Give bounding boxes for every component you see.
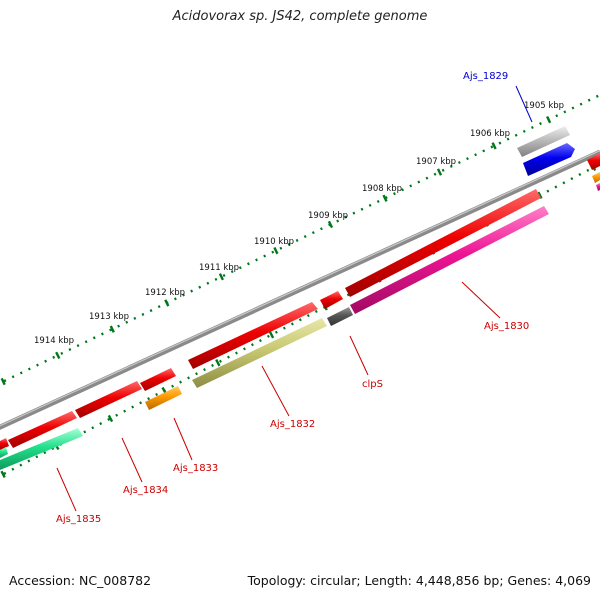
major-tick [546,115,552,124]
gene-ajs-1832[interactable] [192,318,327,388]
major-tick [268,331,275,339]
leader-clpS [349,335,369,376]
gene-red-long-2[interactable] [188,302,318,369]
gene-red-4[interactable] [8,411,77,448]
major-tick [109,325,115,333]
map-title: Acidovorax sp. JS42, complete genome [172,9,428,24]
major-tick [0,377,6,386]
leader-ajs-1830 [461,281,501,319]
gene-clpS[interactable] [327,307,353,326]
leader-ajs-1829 [515,85,533,123]
gene-ajs-1833[interactable] [145,386,182,410]
gene-red-3[interactable] [75,381,142,418]
tick-label: 1912 kbp [145,288,185,298]
major-tick [436,168,443,176]
tick-label: 1905 kbp [524,101,564,111]
major-tick [327,220,334,229]
tick-label: 1908 kbp [362,184,402,194]
gene-blue-ajs-1829[interactable] [523,143,575,176]
gene-label-ajs-1835[interactable]: Ajs_1835 [56,514,101,525]
topology-text: Topology: circular; Length: 4,448,856 bp… [247,573,591,588]
major-tick [215,359,221,367]
gene-edge-pink[interactable] [596,183,600,191]
gene-red-edge-left[interactable] [0,438,9,450]
accession-text: Accession: NC_008782 [9,573,152,588]
gene-label-clpS[interactable]: clpS [362,379,383,390]
tick-label: 1907 kbp [416,157,456,167]
gene-red-long-1[interactable] [345,189,541,297]
gene-label-ajs-1832[interactable]: Ajs_1832 [270,419,315,430]
tick-label: 1910 kbp [254,237,294,247]
major-tick [164,299,170,307]
major-tick [107,414,114,423]
major-tick [537,191,543,199]
major-tick [0,470,6,478]
major-tick [382,194,388,202]
major-tick [273,246,279,255]
gene-label-ajs-1829[interactable]: Ajs_1829 [463,71,508,82]
gene-edge-red[interactable] [587,153,600,170]
major-tick [491,142,497,150]
gene-red-mid[interactable] [140,368,176,391]
leader-ajs-1835 [56,467,77,512]
leader-ajs-1832 [261,365,290,417]
major-tick [218,273,224,281]
kbp-labels: 1905 kbp 1906 kbp 1907 kbp 1908 kbp 1909… [34,101,564,346]
gene-ajs-1835[interactable] [0,428,83,470]
tick-label: 1914 kbp [34,336,74,346]
backbone-highlight [0,150,600,427]
tick-label: 1909 kbp [308,211,348,221]
gene-red-small[interactable] [320,291,343,309]
gene-ajs-1834-edge[interactable] [0,447,8,458]
gene-label-ajs-1834[interactable]: Ajs_1834 [123,485,168,496]
tick-label: 1913 kbp [89,312,129,322]
backbone [0,149,600,430]
tick-label: 1911 kbp [199,263,239,273]
outer-tick-line [0,93,600,385]
gene-edge-orange[interactable] [592,172,600,183]
leader-ajs-1834 [121,437,143,483]
gene-label-ajs-1833[interactable]: Ajs_1833 [173,463,218,474]
gene-ajs-1830[interactable] [350,206,549,314]
gene-label-ajs-1830[interactable]: Ajs_1830 [484,321,529,332]
leader-ajs-1833 [173,417,193,461]
tick-label: 1906 kbp [470,129,510,139]
gene-ajs-1829-forward[interactable] [517,126,570,157]
outer-major-ticks [0,115,552,386]
major-tick [55,351,61,360]
